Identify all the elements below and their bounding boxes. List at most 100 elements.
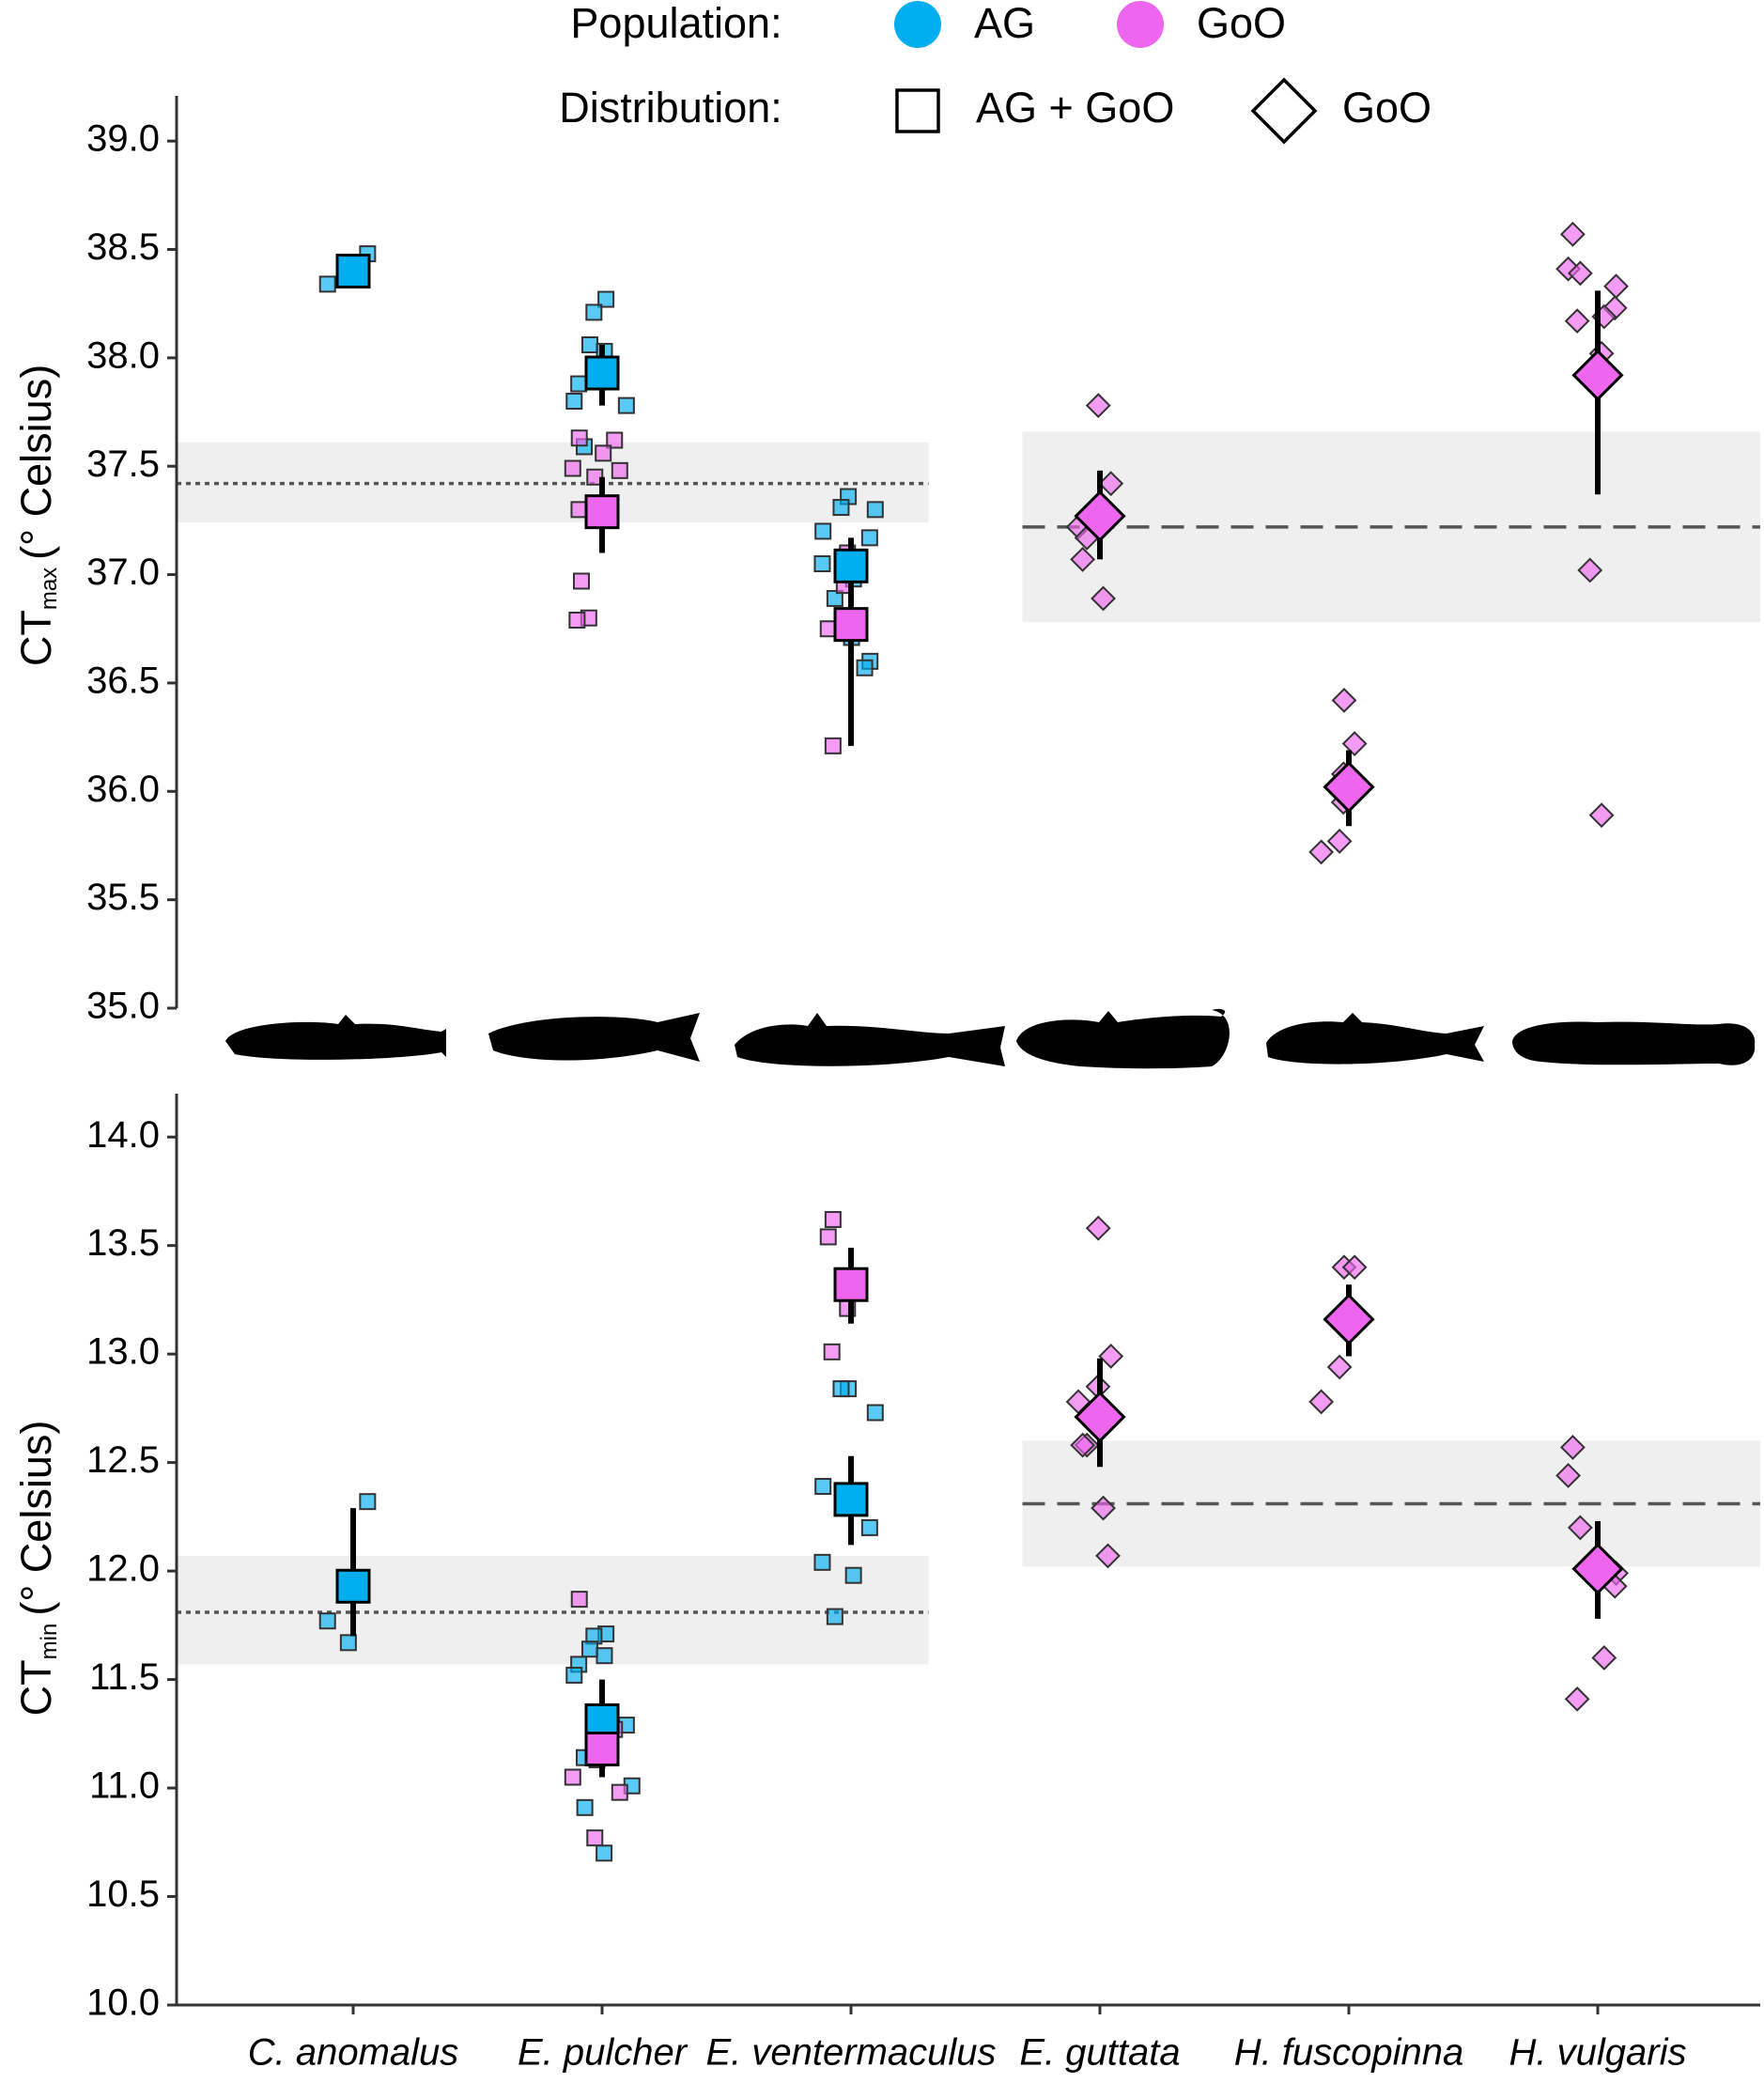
y-tick-label: 35.0 [86,986,160,1027]
x-tick-label: E. guttata [1019,2032,1180,2074]
data-point [564,459,581,477]
y-tick-label: 36.0 [86,769,160,810]
y-label-sub: min [37,1624,62,1660]
y-label-unit: (° Celsius) [12,365,60,560]
data-point [819,620,837,638]
y-tick-label: 36.5 [86,660,160,701]
y-tick-label: 35.5 [86,877,160,918]
data-point [318,1612,336,1630]
data-point [585,303,603,321]
mean-marker [1571,349,1624,401]
y-tick-label: 14.0 [86,1114,160,1156]
data-point [832,499,850,517]
fish-silhouette [1266,1013,1484,1065]
y-tick-label: 37.0 [86,552,160,593]
data-point [813,1553,831,1571]
legend-title: Population: [570,0,781,47]
y-tick-label: 37.5 [86,443,160,485]
mean-marker [1571,1543,1624,1595]
y-tick-label: 12.0 [86,1548,160,1590]
data-point [1308,839,1335,865]
data-point [597,290,615,308]
y-tick-label: 39.0 [86,118,160,160]
data-point [611,1783,628,1801]
legend-label: GoO [1342,84,1431,132]
data-point [606,431,624,449]
data-point [318,275,336,293]
data-point [1326,828,1353,854]
y-tick-label: 11.5 [89,1656,160,1698]
mean-marker [833,1482,869,1517]
legend-swatch [1117,1,1164,48]
mean-marker [833,607,869,643]
x-tick-label: E. ventermaculus [705,2032,996,2074]
data-point [1331,687,1357,713]
data-point [1341,1254,1368,1281]
data-point [564,1768,581,1786]
data-point [1095,1543,1121,1569]
data-point [1567,260,1593,287]
y-tick-label: 13.5 [86,1222,160,1264]
data-point [580,1640,598,1658]
fish-silhouette [735,1013,1005,1066]
data-point [1564,308,1590,334]
data-point [1085,1215,1111,1241]
data-point [832,1380,850,1398]
data-point [586,1829,604,1847]
data-point [1341,731,1368,756]
data-point [1098,471,1124,497]
data-point [819,1228,837,1246]
legend-swatch [1250,77,1318,145]
legend-title: Distribution: [559,84,782,132]
data-point [339,1634,357,1652]
data-point [866,1404,884,1422]
data-point [596,1844,613,1862]
data-point [1091,585,1116,612]
fish-silhouette [488,1013,700,1062]
y-tick-label: 38.0 [86,334,160,376]
data-point [1555,1463,1581,1488]
data-point [1564,1686,1590,1712]
y-tick-label: 11.0 [89,1765,160,1807]
fish-silhouette [225,1015,446,1060]
data-point [860,1518,878,1536]
data-point [1603,273,1629,300]
mean-marker [833,548,869,583]
data-point [823,1343,841,1360]
legend-label: GoO [1197,0,1286,47]
data-point [570,501,588,519]
y-tick-label: 10.0 [86,1982,160,2024]
data-point [1098,1344,1124,1369]
data-point [1560,221,1586,247]
y-axis-label: CTmax (° Celsius) [12,365,62,666]
fish-silhouette [1512,1021,1756,1065]
data-point [617,396,635,414]
x-tick-label: H. vulgaris [1509,2032,1687,2074]
y-label-main: CT [12,610,60,666]
data-point [1308,1389,1335,1415]
data-point [1091,1495,1116,1521]
y-tick-label: 12.5 [86,1439,160,1481]
data-point [860,529,878,547]
data-point [570,375,588,393]
y-axis-label: CTmin (° Celsius) [12,1421,62,1717]
x-tick-label: H. fuscopinna [1234,2032,1464,2074]
mean-marker [335,1568,371,1604]
data-point [570,429,588,447]
data-point [1577,557,1603,583]
data-point [814,522,832,540]
data-point [856,659,874,676]
mean-marker [1323,761,1375,814]
y-tick-label: 13.0 [86,1331,160,1373]
data-point [570,1591,588,1609]
mean-marker [1323,1293,1375,1345]
data-point [576,1798,594,1816]
mean-marker [833,1267,869,1302]
data-point [1326,1354,1353,1380]
data-point [814,1478,832,1496]
mean-marker [1074,1391,1126,1443]
mean-marker [584,1731,620,1766]
fish-silhouettes [225,1008,1756,1069]
fish-silhouette [1016,1008,1230,1069]
